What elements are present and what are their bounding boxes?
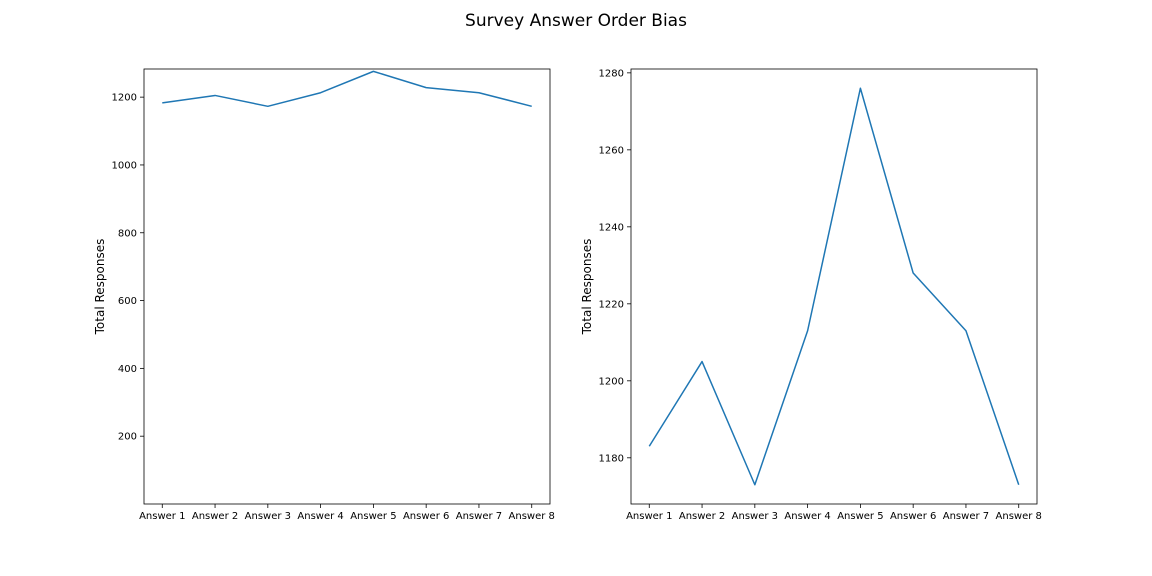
y-tick-label: 1000 [112,160,137,171]
y-tick-label: 400 [118,364,137,375]
y-tick-label: 1200 [599,376,624,387]
x-tick-label: Answer 7 [456,511,502,522]
y-tick-label: 1240 [599,222,624,233]
x-tick-label: Answer 3 [245,511,291,522]
series-line [648,87,1020,486]
x-tick-label: Answer 2 [679,511,725,522]
x-tick-label: Answer 3 [732,511,778,522]
y-tick-label: 1260 [599,145,624,156]
x-tick-label: Answer 4 [297,511,343,522]
x-tick-label: Answer 1 [139,511,185,522]
figure-title: Survey Answer Order Bias [465,11,687,31]
y-axis-label: Total Responses [93,239,107,336]
y-tick-label: 1200 [112,93,137,104]
x-tick-label: Answer 6 [890,511,936,522]
y-tick-label: 600 [118,296,137,307]
y-tick-label: 1180 [599,453,624,464]
y-tick-label: 1220 [599,299,624,310]
x-tick-label: Answer 6 [403,511,449,522]
left-line-chart: Answer 1 Answer 2 Answer 3 Answer 4 Answer 5… [93,68,555,522]
series-line [162,70,532,108]
x-tick-label: Answer 7 [943,511,989,522]
x-tick-label: Answer 4 [784,511,830,522]
y-axis-label: Total Responses [580,239,594,336]
x-tick-label: Answer 8 [509,511,555,522]
x-tick-label: Answer 5 [350,511,396,522]
x-tick-label: Answer 8 [996,511,1042,522]
x-tick-label: Answer 1 [626,511,672,522]
axes-frame [630,68,1038,505]
right-line-chart: Answer 1 Answer 2 Answer 3 Answer 4 Answer 5… [580,68,1042,522]
y-tick-label: 200 [118,432,137,443]
x-tick-label: Answer 2 [192,511,238,522]
y-tick-label: 1280 [599,68,624,79]
axes-frame [143,68,551,505]
y-tick-label: 800 [118,228,137,239]
x-tick-label: Answer 5 [837,511,883,522]
